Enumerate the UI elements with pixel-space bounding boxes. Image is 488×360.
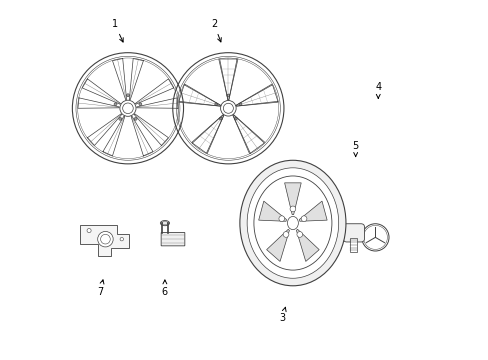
Circle shape <box>289 206 295 212</box>
Circle shape <box>120 238 123 241</box>
Circle shape <box>126 94 129 96</box>
Text: 7: 7 <box>97 280 104 297</box>
Circle shape <box>114 103 117 105</box>
Bar <box>349 238 357 252</box>
Polygon shape <box>299 201 326 221</box>
Polygon shape <box>284 183 301 215</box>
Ellipse shape <box>246 168 338 278</box>
Text: 5: 5 <box>352 141 358 157</box>
Circle shape <box>219 117 222 120</box>
Ellipse shape <box>240 160 345 286</box>
Ellipse shape <box>160 221 169 226</box>
Circle shape <box>226 94 229 97</box>
Circle shape <box>301 216 306 221</box>
Polygon shape <box>296 229 319 261</box>
Text: 2: 2 <box>210 19 221 42</box>
Circle shape <box>87 229 91 233</box>
Polygon shape <box>81 225 128 256</box>
Circle shape <box>278 216 284 221</box>
Polygon shape <box>258 201 286 221</box>
Circle shape <box>296 231 302 237</box>
Polygon shape <box>266 229 289 261</box>
FancyBboxPatch shape <box>161 233 184 246</box>
Circle shape <box>234 117 237 120</box>
Text: 6: 6 <box>162 280 167 297</box>
Circle shape <box>120 100 136 116</box>
Circle shape <box>239 103 242 106</box>
Circle shape <box>220 100 236 116</box>
Circle shape <box>361 224 388 251</box>
Text: 3: 3 <box>279 307 285 323</box>
Text: 1: 1 <box>111 19 123 42</box>
Circle shape <box>214 103 217 106</box>
Circle shape <box>119 117 122 120</box>
Ellipse shape <box>287 216 298 230</box>
FancyBboxPatch shape <box>343 224 364 242</box>
Ellipse shape <box>253 176 331 270</box>
Circle shape <box>98 231 113 247</box>
Circle shape <box>134 117 137 120</box>
Text: 4: 4 <box>374 82 381 98</box>
Circle shape <box>283 231 288 237</box>
Circle shape <box>139 103 142 105</box>
